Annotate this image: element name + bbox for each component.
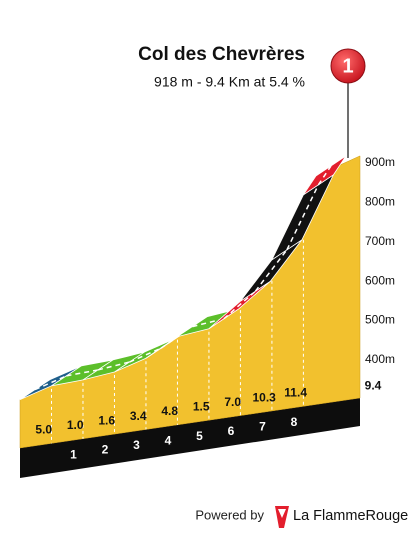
brand: La FlammeRouge: [293, 508, 408, 524]
road-centerline: [97, 361, 130, 371]
x-tick-label: 9.4: [365, 378, 382, 392]
base-band: [20, 398, 360, 478]
road-centerline: [223, 290, 256, 320]
y-tick-label: 500m: [365, 313, 395, 327]
marker-pin: [330, 48, 366, 84]
road-centerline: [317, 165, 332, 186]
y-tick-label: 900m: [365, 155, 395, 169]
gradient-label: 1.0: [67, 418, 84, 432]
road-centerline: [34, 375, 67, 391]
x-tick-label: 5: [196, 429, 203, 443]
x-tick-label: 8: [291, 415, 298, 429]
x-tick-label: 2: [102, 443, 109, 457]
y-tick-label: 700m: [365, 234, 395, 248]
gradient-label: 1.5: [193, 400, 210, 414]
y-tick-label: 600m: [365, 273, 395, 287]
brand-logo: [275, 506, 289, 528]
x-tick-label: 3: [133, 438, 140, 452]
x-tick-label: 4: [165, 433, 172, 447]
gradient-label: 4.8: [161, 404, 178, 418]
x-tick-label: 1: [70, 447, 77, 461]
gradient-label: 3.4: [130, 409, 147, 423]
powered-by: Powered by: [195, 507, 264, 522]
plot: 400m 500m 600m 700m 800m 900m 5.0 1.0 1.6 3.4 4.8 1…: [19, 155, 395, 478]
y-tick-label: 800m: [365, 195, 395, 209]
road-centerline: [286, 184, 320, 251]
gradient-label: 10.3: [252, 390, 276, 404]
chart-subtitle: 918 m - 9.4 Km at 5.4 %: [154, 74, 305, 90]
gradient-label: 5.0: [35, 423, 52, 437]
chart-title: Col des Chevrères: [138, 44, 305, 65]
y-tick-label: 400m: [365, 352, 395, 366]
x-tick-label: 6: [228, 424, 235, 438]
gradient-label: 1.6: [98, 413, 115, 427]
gradient-label: 11.4: [284, 386, 307, 400]
road-centerline: [129, 347, 162, 363]
marker-label: 1: [342, 55, 353, 77]
x-tick-label: 7: [259, 420, 266, 434]
gradient-label: 7.0: [224, 395, 241, 409]
